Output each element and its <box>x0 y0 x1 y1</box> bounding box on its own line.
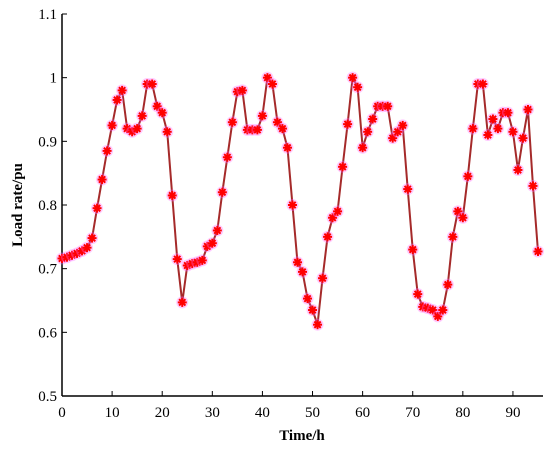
y-tick-label: 1.1 <box>38 7 57 23</box>
data-point <box>491 122 504 135</box>
data-point <box>266 78 279 91</box>
series-markers <box>56 71 544 331</box>
data-point <box>111 93 124 106</box>
data-point <box>136 109 149 122</box>
data-point <box>351 81 364 94</box>
data-point <box>446 230 459 243</box>
data-point <box>476 78 489 91</box>
y-tick-label: 0.5 <box>38 389 57 405</box>
data-point <box>116 84 129 97</box>
data-point <box>196 254 209 267</box>
data-point <box>181 259 194 272</box>
data-point <box>436 304 449 317</box>
data-point <box>401 183 414 196</box>
x-tick-label: 20 <box>155 405 170 421</box>
data-point <box>256 109 269 122</box>
series-line <box>61 74 539 326</box>
data-point <box>251 123 264 136</box>
data-point <box>356 141 369 154</box>
data-point <box>481 128 494 141</box>
data-point <box>171 253 184 266</box>
x-tick-label: 50 <box>305 405 320 421</box>
data-point <box>236 84 249 97</box>
data-point <box>106 119 119 132</box>
x-tick-label: 60 <box>355 405 370 421</box>
x-tick-label: 70 <box>405 405 420 421</box>
data-point <box>81 241 94 254</box>
y-tick-label: 1 <box>50 71 58 87</box>
y-tick-label: 0.6 <box>38 325 57 341</box>
data-point <box>406 243 419 256</box>
x-tick-label: 80 <box>455 405 470 421</box>
data-point <box>131 122 144 135</box>
data-point <box>291 256 304 269</box>
data-point <box>456 211 469 224</box>
data-point <box>501 106 514 119</box>
x-axis-title: Time/h <box>279 428 325 444</box>
data-point <box>331 205 344 218</box>
data-point <box>346 71 359 84</box>
data-point <box>461 170 474 183</box>
data-point <box>521 103 534 116</box>
data-point <box>316 272 329 285</box>
x-tick-label: 10 <box>105 405 120 421</box>
data-point <box>381 100 394 113</box>
data-point <box>226 116 239 129</box>
data-point <box>221 151 234 164</box>
y-tick-label: 0.7 <box>38 262 57 278</box>
data-point <box>216 186 229 199</box>
data-point <box>91 202 104 215</box>
y-tick-label: 0.9 <box>38 134 57 150</box>
data-point <box>276 122 289 135</box>
data-point <box>411 288 424 301</box>
y-tick-label: 0.8 <box>38 198 57 214</box>
data-point <box>206 237 219 250</box>
plot-area <box>61 14 543 397</box>
data-point <box>516 132 529 145</box>
data-point <box>326 211 339 224</box>
data-point <box>296 265 309 278</box>
data-point <box>511 163 524 176</box>
data-point <box>321 230 334 243</box>
x-ticks: 0 10 20 30 40 50 60 70 80 90 <box>58 391 520 421</box>
data-point <box>311 318 324 331</box>
data-point <box>341 118 354 131</box>
data-point <box>211 224 224 237</box>
data-point <box>286 199 299 211</box>
y-ticks: 0.5 0.6 0.7 0.8 0.9 1 1.1 <box>38 7 67 405</box>
x-tick-label: 40 <box>255 405 270 421</box>
data-point <box>146 78 159 91</box>
data-point <box>176 296 189 309</box>
data-point <box>466 122 479 135</box>
y-axis-title: Load rate/pu <box>10 163 26 247</box>
data-point <box>301 292 314 305</box>
data-point <box>396 119 409 132</box>
data-point <box>86 232 99 245</box>
data-point <box>96 173 109 186</box>
data-point <box>486 113 499 126</box>
data-point <box>156 106 169 119</box>
data-point <box>366 113 379 126</box>
data-point <box>361 125 374 138</box>
data-point <box>101 144 114 157</box>
data-point <box>336 160 349 173</box>
data-point <box>161 125 174 138</box>
x-tick-label: 30 <box>205 405 220 421</box>
x-tick-label: 90 <box>505 405 520 421</box>
data-point <box>306 304 319 317</box>
data-point <box>166 189 179 202</box>
x-tick-label: 0 <box>58 405 66 421</box>
data-point <box>441 278 454 291</box>
data-point <box>526 179 539 192</box>
data-point <box>531 245 544 258</box>
data-point <box>281 141 294 154</box>
data-point <box>506 125 519 138</box>
